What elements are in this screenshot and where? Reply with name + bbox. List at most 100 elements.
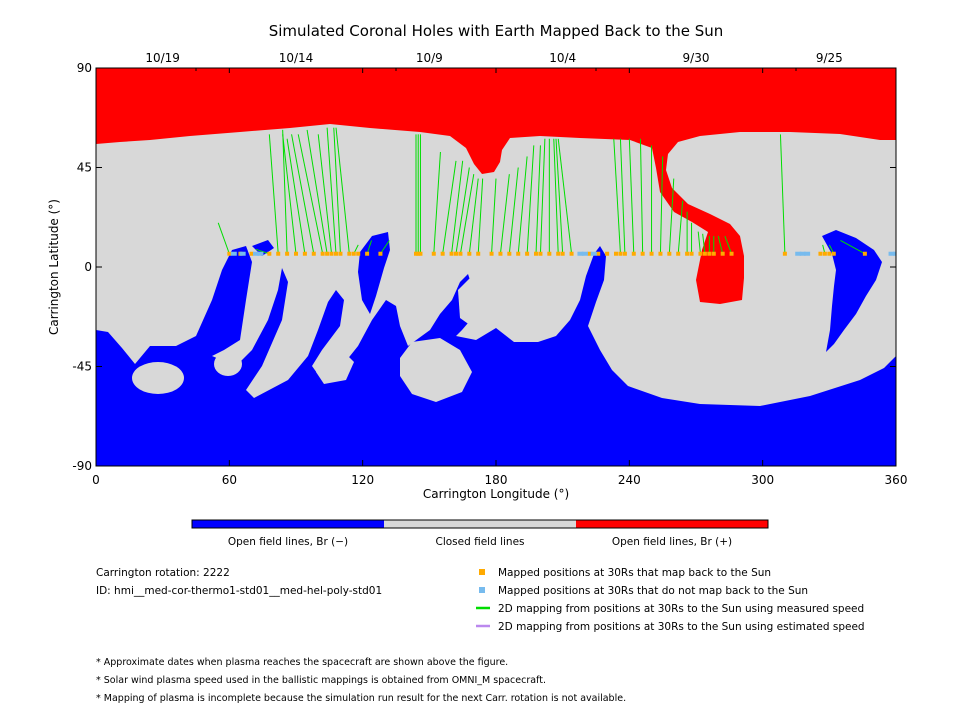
x-tick-label: 240 <box>618 473 641 487</box>
mapped-point <box>498 251 503 256</box>
y-tick-label: 90 <box>77 61 92 75</box>
top-date-label: 10/14 <box>279 51 314 65</box>
mapping-line <box>477 178 484 254</box>
mapped-point <box>440 251 445 256</box>
mapping-line <box>335 127 350 254</box>
x-tick-label: 60 <box>222 473 237 487</box>
top-date-axis: 10/19 10/14 10/9 10/4 9/30 9/25 <box>145 51 843 73</box>
unmapped-positions <box>230 251 896 256</box>
mapping-line <box>380 240 390 255</box>
mapping-line <box>433 151 441 254</box>
y-tick-label: -90 <box>72 459 92 473</box>
mapping-line <box>317 134 333 254</box>
mapped-point <box>822 251 827 256</box>
mapped-point <box>311 251 316 256</box>
mapped-point <box>476 251 481 256</box>
positive-open-field-region <box>96 68 896 304</box>
mapped-point <box>569 251 574 256</box>
mapping-line <box>553 138 559 254</box>
mapped-point <box>707 251 712 256</box>
measured-speed-mapping-lines <box>217 127 866 255</box>
mapped-point <box>720 251 725 256</box>
note-speed: * Solar wind plasma speed used in the ba… <box>96 675 546 686</box>
mapped-point <box>525 251 530 256</box>
mapped-point <box>431 251 436 256</box>
mapped-point <box>556 251 561 256</box>
mapped-point <box>489 251 494 256</box>
mapped-point <box>547 251 552 256</box>
y-tick-label: 0 <box>84 260 92 274</box>
mapping-line <box>306 129 328 254</box>
y-tick-label: -45 <box>72 360 92 374</box>
mapped-point <box>249 251 254 256</box>
top-date-label: 9/30 <box>683 51 710 65</box>
colorbar-negative <box>192 520 384 528</box>
mapping-line <box>326 127 337 254</box>
mapped-point <box>347 251 352 256</box>
mapped-point <box>596 251 601 256</box>
legend-unmapped-marker <box>479 587 485 593</box>
map-field <box>96 68 896 466</box>
mapped-point <box>698 251 703 256</box>
mapped-point <box>782 251 787 256</box>
mapping-line <box>297 134 324 254</box>
mapping-line <box>702 233 706 254</box>
legend: Mapped positions at 30Rs that map back t… <box>476 567 865 633</box>
mapped-point <box>507 251 512 256</box>
chart-title: Simulated Coronal Holes with Earth Mappe… <box>269 22 724 40</box>
unmapped-point <box>230 251 237 256</box>
mapped-point <box>338 251 343 256</box>
mapped-point <box>631 251 636 256</box>
mapping-line <box>697 231 701 254</box>
colorbar-closed <box>384 520 576 528</box>
mapping-line <box>677 200 684 254</box>
x-tick-label: 180 <box>485 473 508 487</box>
mapping-line <box>555 138 564 254</box>
mapped-point <box>458 251 463 256</box>
unmapped-point <box>577 251 584 256</box>
unmapped-point <box>590 251 597 256</box>
unmapped-point <box>799 251 806 256</box>
top-date-label: 9/25 <box>816 51 843 65</box>
mapped-point <box>827 251 832 256</box>
mapping-line <box>659 156 664 254</box>
colorbar-label-closed: Closed field lines <box>435 536 524 548</box>
mapped-point <box>831 251 836 256</box>
colorbar-label-positive: Open field lines, Br (+) <box>612 536 732 548</box>
mapping-line <box>268 134 279 254</box>
mapping-line <box>717 235 724 254</box>
unmapped-point <box>795 251 802 256</box>
mapped-point <box>285 251 290 256</box>
mapping-line <box>282 129 288 254</box>
mapping-line <box>840 240 866 255</box>
mapped-point <box>702 251 707 256</box>
mapped-point <box>649 251 654 256</box>
x-tick-label: 360 <box>885 473 908 487</box>
unmapped-point <box>239 251 246 256</box>
x-tick-label: 300 <box>751 473 774 487</box>
mapped-point <box>538 251 543 256</box>
mapped-point <box>351 251 356 256</box>
mapping-line <box>282 134 297 254</box>
mapping-line <box>468 178 479 254</box>
mapped-point <box>294 251 298 256</box>
mapped-point <box>685 251 690 256</box>
colorbar-label-negative: Open field lines, Br (−) <box>228 536 348 548</box>
mapping-line <box>291 134 315 254</box>
mapping-line <box>217 222 230 254</box>
mapped-point <box>276 251 281 256</box>
mapped-point <box>378 251 383 256</box>
legend-unmapped-label: Mapped positions at 30Rs that do not map… <box>498 585 808 597</box>
carrington-rotation: Carrington rotation: 2222 <box>96 567 230 579</box>
mapped-point <box>618 251 623 256</box>
note-dates: * Approximate dates when plasma reaches … <box>96 657 508 668</box>
mapped-point <box>534 251 538 256</box>
mapped-point <box>516 251 521 256</box>
mapping-line <box>557 138 573 254</box>
x-axis-label: Carrington Longitude (°) <box>423 487 569 501</box>
mapped-point <box>640 251 645 256</box>
mapping-line <box>508 167 519 254</box>
legend-estimated-label: 2D mapping from positions at 30Rs to the… <box>498 621 865 633</box>
mapping-line <box>459 174 475 254</box>
